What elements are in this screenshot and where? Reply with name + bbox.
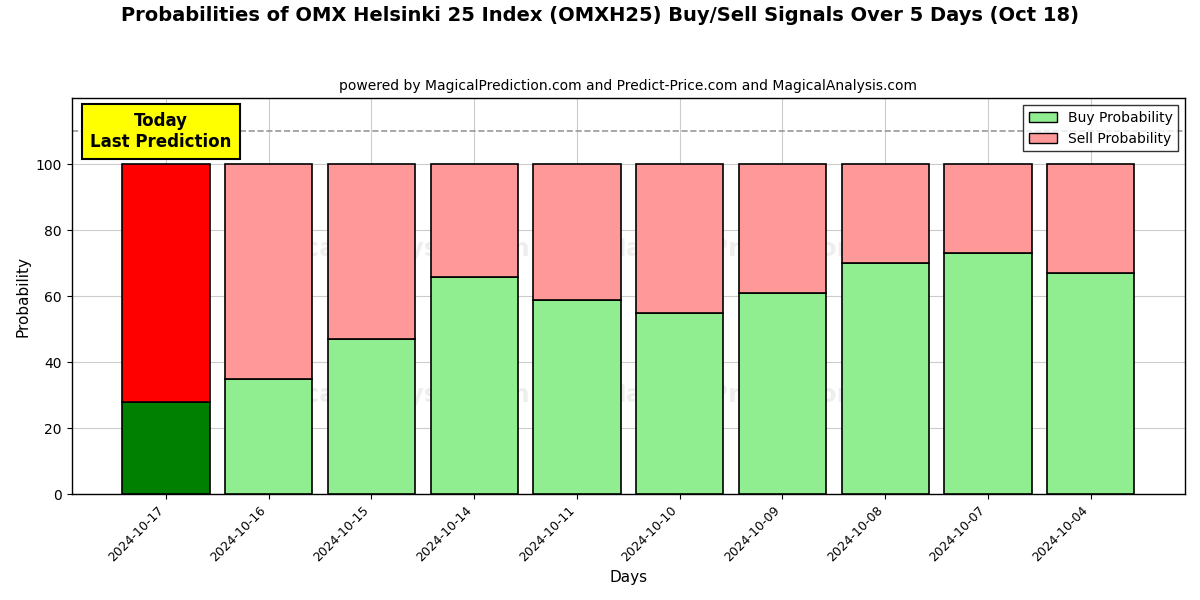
Bar (226, 379, 312, 494)
Bar (636, 164, 724, 313)
X-axis label: Days: Days (610, 570, 647, 585)
Bar (841, 263, 929, 494)
Title: powered by MagicalPrediction.com and Predict-Price.com and MagicalAnalysis.com: powered by MagicalPrediction.com and Pre… (340, 79, 917, 93)
Legend: Buy Probability, Sell Probability: Buy Probability, Sell Probability (1024, 105, 1178, 151)
Bar (739, 293, 826, 494)
Bar (533, 164, 620, 299)
Bar (431, 164, 518, 277)
Text: MagicalPrediction.com: MagicalPrediction.com (601, 383, 923, 407)
Bar (328, 339, 415, 494)
Text: Today
Last Prediction: Today Last Prediction (90, 112, 232, 151)
Bar (636, 313, 724, 494)
Text: MagicalPrediction.com: MagicalPrediction.com (601, 237, 923, 261)
Bar (944, 253, 1032, 494)
Bar (1048, 164, 1134, 273)
Y-axis label: Probability: Probability (16, 256, 30, 337)
Bar (1048, 273, 1134, 494)
Bar (122, 402, 210, 494)
Bar (226, 164, 312, 379)
Bar (328, 164, 415, 339)
Text: MagicalAnalysis.com: MagicalAnalysis.com (236, 237, 530, 261)
Text: Probabilities of OMX Helsinki 25 Index (OMXH25) Buy/Sell Signals Over 5 Days (Oc: Probabilities of OMX Helsinki 25 Index (… (121, 6, 1079, 25)
Bar (122, 164, 210, 402)
Bar (431, 277, 518, 494)
Bar (533, 299, 620, 494)
Text: MagicalAnalysis.com: MagicalAnalysis.com (236, 383, 530, 407)
Bar (944, 164, 1032, 253)
Bar (841, 164, 929, 263)
Bar (739, 164, 826, 293)
